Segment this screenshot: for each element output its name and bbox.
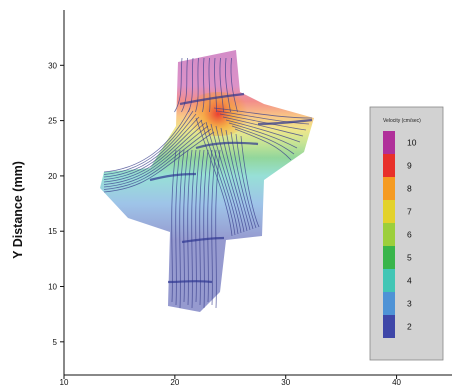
y-tick-label: 30 bbox=[48, 61, 57, 70]
y-axis-title: Y Distance (mm) bbox=[11, 161, 25, 259]
streamline bbox=[211, 149, 217, 306]
streamline bbox=[103, 110, 194, 175]
legend-swatch bbox=[383, 269, 395, 292]
y-tick-label: 20 bbox=[48, 172, 57, 181]
streamline bbox=[222, 116, 304, 137]
streamline bbox=[179, 149, 185, 309]
legend-swatch bbox=[383, 131, 395, 154]
streamline bbox=[230, 57, 238, 113]
streamline bbox=[219, 113, 307, 131]
legend-swatch bbox=[383, 223, 395, 246]
streamline bbox=[195, 117, 233, 237]
legend-label: 5 bbox=[407, 253, 412, 263]
streamline bbox=[215, 149, 221, 309]
streamline bbox=[103, 113, 197, 178]
streamline bbox=[225, 57, 231, 113]
contour-band bbox=[257, 118, 313, 126]
streamline bbox=[203, 149, 209, 309]
streamline bbox=[175, 149, 181, 306]
streamline bbox=[225, 129, 251, 231]
legend-label: 3 bbox=[407, 299, 412, 309]
streamline bbox=[208, 57, 211, 113]
streamline bbox=[207, 149, 213, 303]
legend: Velocity (cm/sec) 10 9 8 7 6 5 4 3 2 bbox=[369, 106, 444, 361]
legend-title: Velocity (cm/sec) bbox=[383, 118, 421, 124]
y-tick-label: 15 bbox=[48, 227, 57, 236]
streamline bbox=[213, 107, 313, 119]
streamline bbox=[103, 131, 215, 193]
streamline bbox=[210, 123, 242, 234]
contour-band bbox=[179, 92, 245, 106]
streamlines bbox=[103, 57, 313, 309]
streamline bbox=[103, 107, 191, 173]
streamline bbox=[205, 121, 239, 235]
velocity-field bbox=[100, 50, 314, 312]
streamline bbox=[200, 119, 236, 236]
legend-box bbox=[369, 106, 444, 361]
streamline bbox=[230, 131, 254, 230]
streamline bbox=[235, 133, 257, 229]
streamline bbox=[240, 135, 260, 228]
streamline bbox=[195, 149, 201, 303]
streamline bbox=[103, 119, 203, 183]
legend-swatch bbox=[383, 246, 395, 269]
contour-band bbox=[181, 236, 225, 244]
streamline bbox=[228, 122, 298, 149]
streamline bbox=[231, 125, 295, 155]
streamline bbox=[215, 125, 245, 233]
y-axis-ticks: 5 10 15 20 25 30 bbox=[48, 61, 64, 347]
streamline bbox=[219, 57, 224, 113]
legend-swatch bbox=[383, 292, 395, 315]
streamline bbox=[225, 119, 301, 143]
streamline bbox=[234, 128, 292, 161]
legend-label: 7 bbox=[407, 207, 412, 217]
streamline bbox=[199, 149, 205, 306]
streamline bbox=[103, 116, 200, 180]
y-tick-label: 25 bbox=[48, 117, 57, 126]
streamline bbox=[103, 125, 209, 188]
legend-label: 10 bbox=[407, 138, 417, 148]
legend-label: 9 bbox=[407, 161, 412, 171]
x-tick-label: 20 bbox=[170, 378, 179, 387]
contour-band bbox=[167, 280, 213, 284]
legend-label: 8 bbox=[407, 184, 412, 194]
streamline bbox=[191, 149, 197, 309]
streamline bbox=[174, 57, 183, 113]
streamline bbox=[171, 149, 177, 303]
streamline bbox=[103, 128, 212, 190]
legend-swatch bbox=[383, 315, 395, 338]
streamline bbox=[202, 57, 205, 113]
streamline bbox=[181, 57, 188, 113]
contour-band bbox=[195, 141, 259, 150]
legend-swatch bbox=[383, 154, 395, 177]
legend-label: 6 bbox=[407, 230, 412, 240]
x-tick-label: 30 bbox=[281, 378, 290, 387]
legend-swatch bbox=[383, 177, 395, 200]
streamline bbox=[103, 122, 206, 185]
streamline bbox=[187, 149, 193, 306]
legend-swatch bbox=[383, 200, 395, 223]
y-tick-label: 10 bbox=[48, 283, 57, 292]
streamline bbox=[183, 149, 189, 303]
x-axis-ticks: 10 20 30 40 bbox=[60, 375, 402, 387]
streamline bbox=[216, 110, 310, 125]
velocity-fill bbox=[100, 50, 314, 312]
legend-label: 2 bbox=[407, 322, 412, 332]
streamline bbox=[195, 57, 199, 113]
x-tick-label: 10 bbox=[60, 378, 69, 387]
y-tick-label: 5 bbox=[53, 338, 58, 347]
contour-band bbox=[149, 172, 197, 182]
x-tick-label: 40 bbox=[392, 378, 401, 387]
legend-label: 4 bbox=[407, 276, 412, 286]
